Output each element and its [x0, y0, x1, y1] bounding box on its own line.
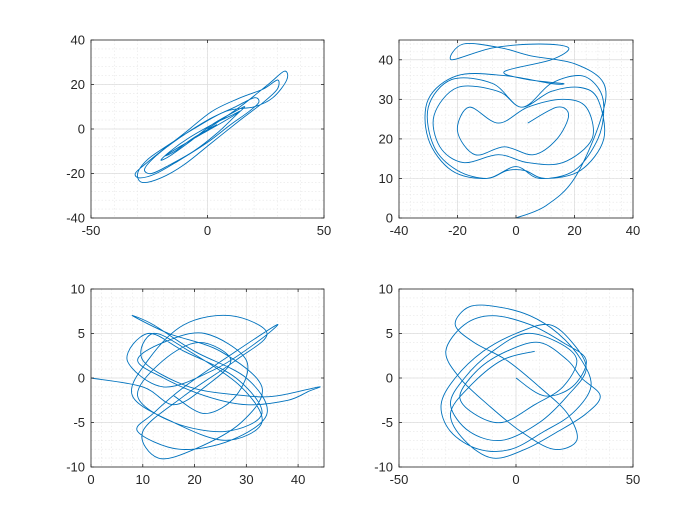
x-tick-label: -20: [448, 223, 467, 238]
x-tick-label: 40: [291, 472, 305, 487]
y-tick-label: -10: [374, 460, 393, 475]
x-tick-label: 0: [512, 223, 519, 238]
grid-subplot-3: [90, 288, 324, 468]
x-tick-label: 30: [239, 472, 253, 487]
y-tick-label: -5: [73, 415, 85, 430]
series-line-subplot-1: [134, 70, 289, 183]
x-tick-label: 10: [136, 472, 150, 487]
x-tick-label: 50: [626, 472, 640, 487]
y-tick-label: -20: [66, 166, 85, 181]
y-tick-label: 5: [386, 326, 393, 341]
x-tick-label: 20: [187, 472, 201, 487]
y-tick-label: -40: [66, 211, 85, 226]
x-tick-label: 40: [626, 223, 640, 238]
y-tick-label: 20: [71, 77, 85, 92]
y-tick-label: -10: [66, 460, 85, 475]
x-tick-label: -50: [82, 223, 101, 238]
y-tick-label: 20: [379, 131, 393, 146]
series-line-subplot-4: [440, 304, 601, 459]
x-tick-label: 0: [87, 472, 94, 487]
x-tick-label: -50: [390, 472, 409, 487]
y-tick-label: 0: [78, 122, 85, 137]
y-tick-label: 30: [379, 92, 393, 107]
y-tick-label: -5: [381, 415, 393, 430]
x-tick-label: 50: [317, 223, 331, 238]
series-line-subplot-2: [424, 43, 607, 218]
y-tick-label: 0: [78, 371, 85, 386]
x-tick-label: 0: [512, 472, 519, 487]
series-line-subplot-3: [91, 314, 321, 460]
y-tick-label: 10: [379, 282, 393, 297]
subplot-3: 0 10 20 30 40 -10 -5 0 5 10: [66, 282, 325, 487]
x-tick-label: 20: [567, 223, 581, 238]
y-tick-label: 40: [379, 52, 393, 67]
x-tick-label: 0: [204, 223, 211, 238]
y-tick-label: 10: [379, 171, 393, 186]
subplot-1: -50 0 50 -40 -20 0 20 40: [66, 33, 331, 239]
y-tick-label: 10: [71, 282, 85, 297]
x-tick-label: -40: [390, 223, 409, 238]
y-tick-label: 40: [71, 33, 85, 48]
subplot-2: -40 -20 0 20 40 0 10 20 30 40: [379, 39, 640, 238]
y-tick-label: 0: [386, 371, 393, 386]
y-tick-label: 5: [78, 326, 85, 341]
y-tick-label: 0: [386, 211, 393, 226]
